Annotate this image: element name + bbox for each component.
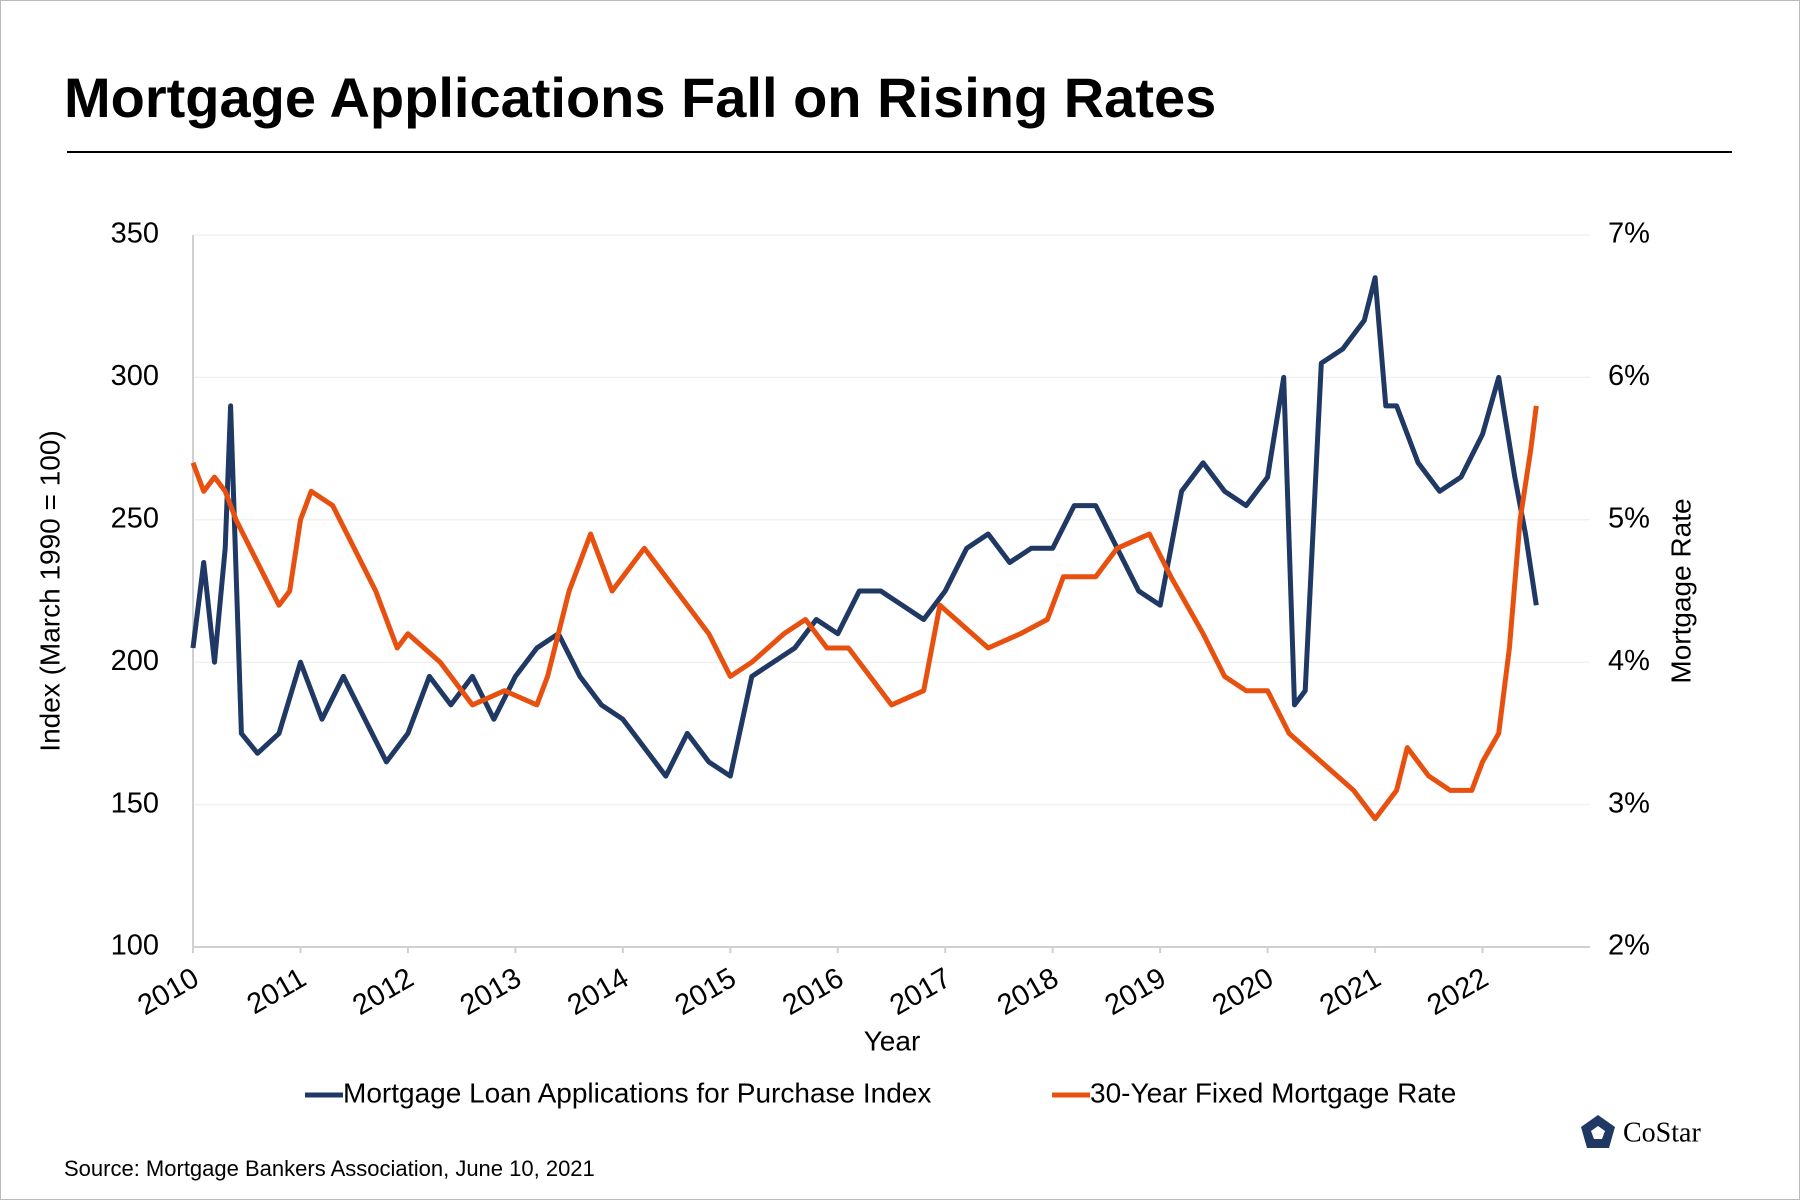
y2-tick-label: 7% bbox=[1608, 218, 1650, 250]
logo-icon bbox=[1581, 1115, 1615, 1148]
y-tick-label: 250 bbox=[111, 502, 159, 534]
y-tick-label: 300 bbox=[111, 360, 159, 392]
series-line bbox=[190, 405, 1539, 822]
chart-title: Mortgage Applications Fall on Rising Rat… bbox=[64, 66, 1216, 129]
y2-tick-label: 3% bbox=[1608, 787, 1650, 819]
y-tick-label: 350 bbox=[111, 218, 159, 250]
legend-label: 30-Year Fixed Mortgage Rate bbox=[1090, 1077, 1456, 1108]
y-axis-title: Index (March 1990 = 100) bbox=[34, 430, 65, 751]
y-tick-label: 100 bbox=[111, 930, 159, 962]
y2-tick-label: 6% bbox=[1608, 360, 1650, 392]
y2-axis-title: Mortgage Rate bbox=[1665, 498, 1696, 683]
y2-tick-label: 2% bbox=[1608, 930, 1650, 962]
series-line bbox=[190, 275, 1539, 779]
x-axis-title: Year bbox=[864, 1025, 921, 1056]
y-tick-label: 150 bbox=[111, 787, 159, 819]
source-note: Source: Mortgage Bankers Association, Ju… bbox=[64, 1156, 595, 1181]
y2-tick-label: 4% bbox=[1608, 645, 1650, 677]
y-tick-label: 200 bbox=[111, 645, 159, 677]
legend-label: Mortgage Loan Applications for Purchase … bbox=[343, 1077, 931, 1108]
logo-text: CoStar bbox=[1623, 1117, 1701, 1148]
y2-tick-label: 5% bbox=[1608, 502, 1650, 534]
